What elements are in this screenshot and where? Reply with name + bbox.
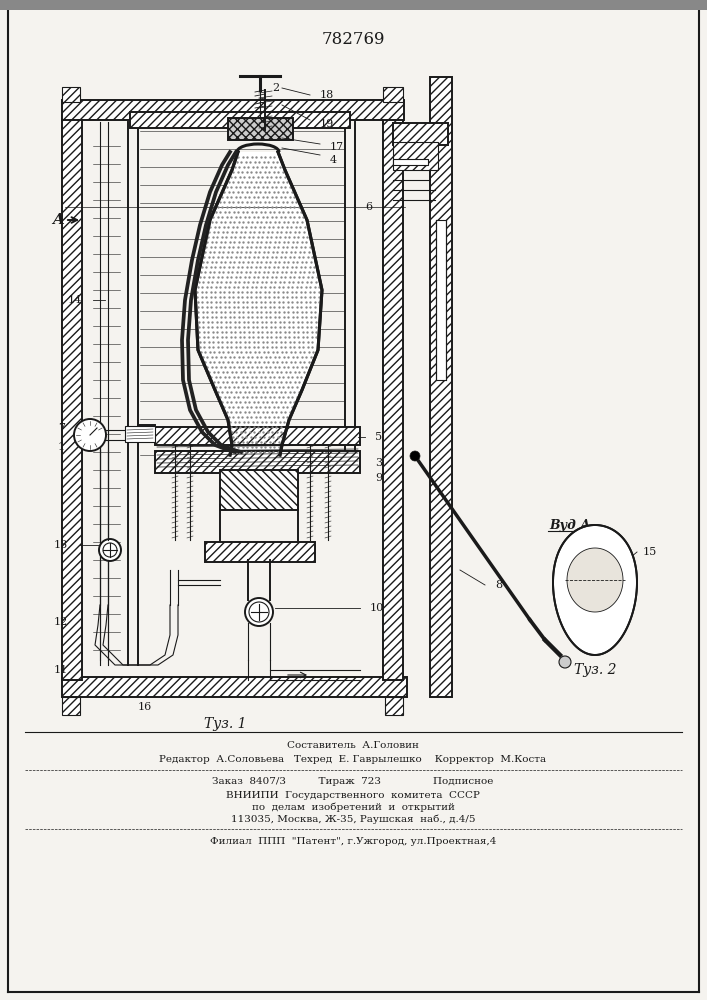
- Text: ВНИИПИ  Государственного  комитета  СССР: ВНИИПИ Государственного комитета СССР: [226, 790, 480, 800]
- Bar: [436, 220, 446, 380]
- Text: 18: 18: [320, 90, 334, 100]
- Bar: [393, 142, 438, 170]
- Bar: [0, 0, 707, 10]
- Bar: [383, 87, 403, 102]
- Text: 1: 1: [58, 442, 65, 452]
- Bar: [205, 542, 315, 562]
- Text: 17: 17: [330, 142, 344, 152]
- Text: 14: 14: [68, 295, 82, 305]
- Text: 12: 12: [54, 617, 68, 627]
- Circle shape: [74, 419, 106, 451]
- Text: 4: 4: [330, 155, 337, 165]
- Text: 15: 15: [643, 547, 657, 557]
- Circle shape: [103, 543, 117, 557]
- Bar: [62, 697, 80, 715]
- Bar: [393, 123, 448, 145]
- Text: 16: 16: [138, 702, 152, 712]
- Text: 2: 2: [272, 83, 279, 93]
- Bar: [430, 77, 452, 697]
- Text: 782769: 782769: [321, 31, 385, 48]
- Circle shape: [249, 602, 269, 622]
- Text: Τуз. 1: Τуз. 1: [204, 717, 246, 731]
- Text: A: A: [52, 213, 64, 227]
- Bar: [383, 115, 403, 680]
- Bar: [220, 470, 298, 510]
- Polygon shape: [553, 525, 637, 655]
- Bar: [228, 118, 293, 140]
- Circle shape: [99, 539, 121, 561]
- Bar: [155, 451, 360, 473]
- Polygon shape: [567, 548, 623, 612]
- Text: Составитель  А.Головин: Составитель А.Головин: [287, 740, 419, 750]
- Text: 11: 11: [54, 665, 68, 675]
- Circle shape: [559, 656, 571, 668]
- Text: по  делам  изобретений  и  открытий: по делам изобретений и открытий: [252, 802, 455, 812]
- Bar: [130, 112, 350, 128]
- Text: 5: 5: [375, 432, 382, 442]
- Text: 113035, Москва, Ж-35, Раушская  наб., д.4/5: 113035, Москва, Ж-35, Раушская наб., д.4…: [230, 814, 475, 824]
- Bar: [62, 100, 404, 120]
- Circle shape: [245, 598, 273, 626]
- Text: Заказ  8407/3          Тираж  723                Подписное: Заказ 8407/3 Тираж 723 Подписное: [212, 778, 493, 786]
- Text: Вуд А: Вуд А: [549, 518, 590, 532]
- Text: 3: 3: [375, 458, 382, 468]
- Bar: [155, 427, 360, 445]
- Text: 7: 7: [58, 423, 65, 433]
- Text: 10: 10: [370, 603, 384, 613]
- Bar: [62, 677, 407, 697]
- Polygon shape: [195, 152, 322, 455]
- Text: 9: 9: [375, 473, 382, 483]
- Text: 19: 19: [320, 119, 334, 129]
- Text: 13: 13: [54, 540, 68, 550]
- Bar: [125, 426, 155, 442]
- Text: Редактор  А.Соловьева   Техред  Е. Гаврылешко    Корректор  М.Коста: Редактор А.Соловьева Техред Е. Гаврылешк…: [160, 756, 547, 764]
- Circle shape: [410, 451, 420, 461]
- Bar: [62, 87, 80, 102]
- Bar: [385, 697, 403, 715]
- Text: 6: 6: [365, 202, 372, 212]
- Text: Филиал  ППП  "Патент", г.Ужгород, ул.Проектная,4: Филиал ППП "Патент", г.Ужгород, ул.Проек…: [210, 838, 496, 846]
- Text: 8: 8: [495, 580, 502, 590]
- Bar: [62, 115, 82, 680]
- Bar: [393, 159, 428, 165]
- Text: Τуз. 2: Τуз. 2: [574, 663, 617, 677]
